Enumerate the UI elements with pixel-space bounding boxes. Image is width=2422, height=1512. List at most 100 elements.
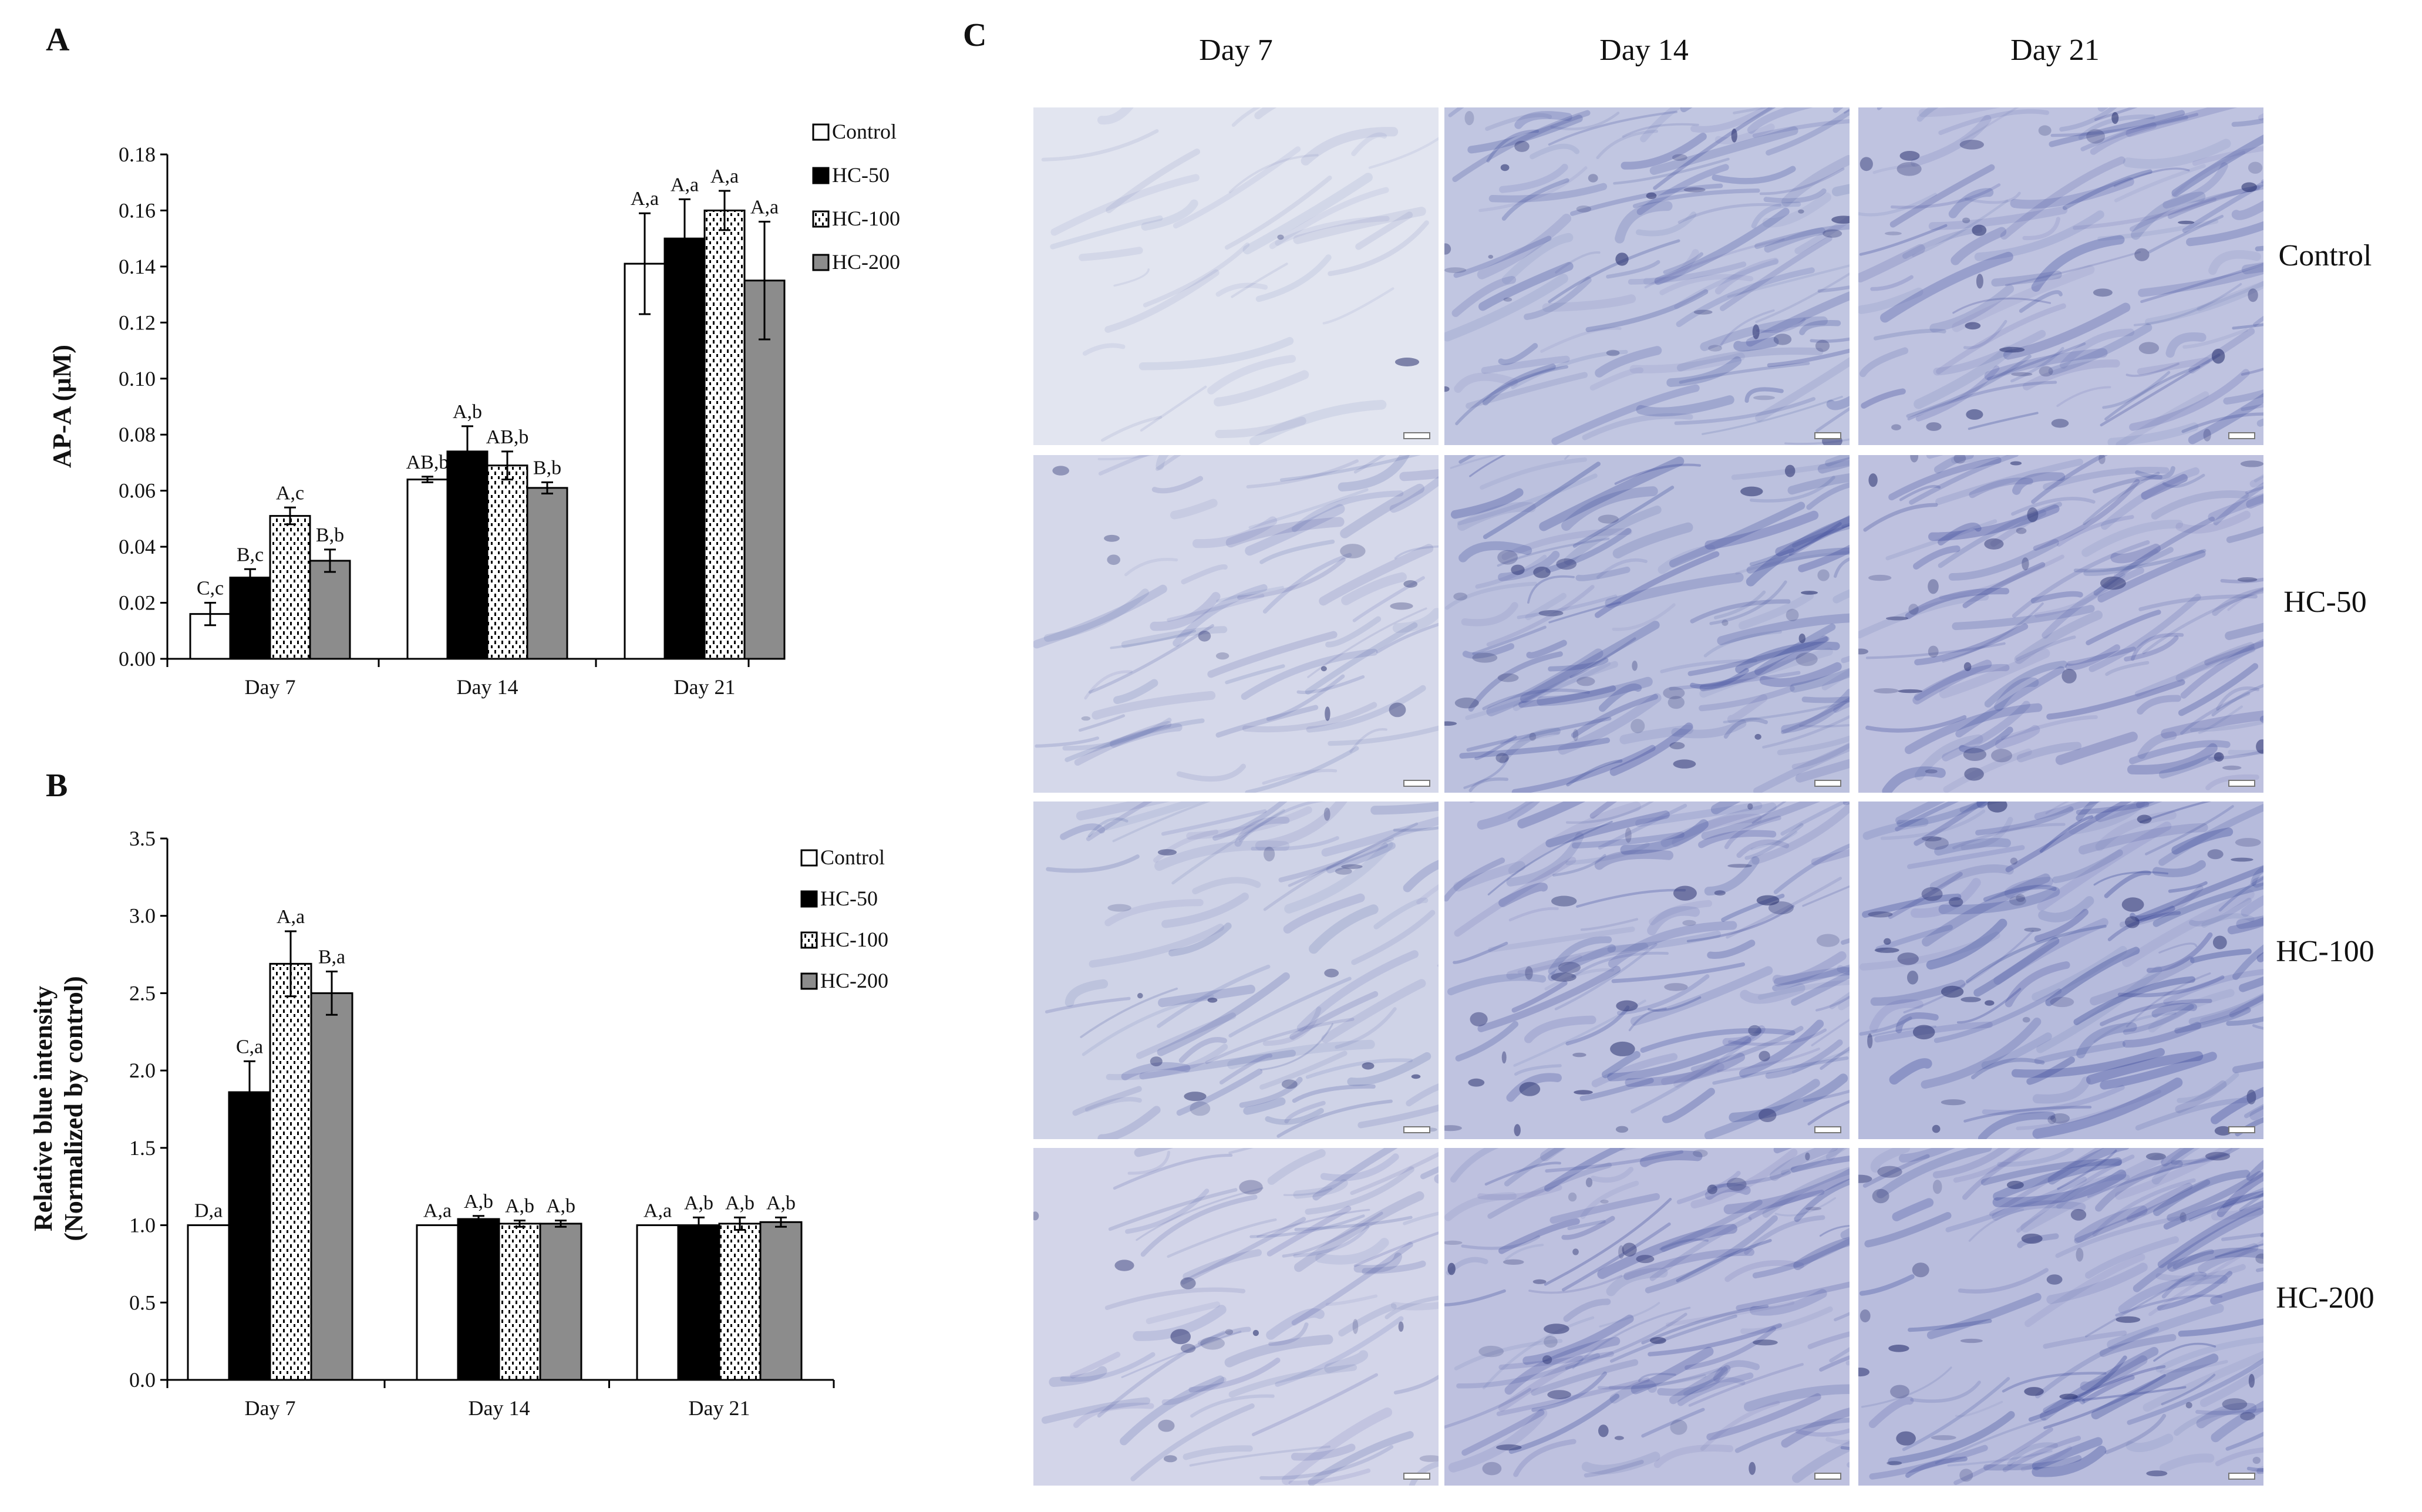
significance-label: AB,b [406, 452, 449, 473]
micrograph-tile [1858, 455, 2263, 793]
significance-label: A,a [750, 197, 779, 218]
micro-row-hc100: HC-100 [2276, 935, 2374, 968]
bar [718, 1223, 762, 1381]
micro-row-hc50: HC-50 [2283, 585, 2367, 619]
legend-label: HC-100 [832, 207, 900, 230]
scale-bar [1814, 1126, 1841, 1133]
bar [269, 962, 312, 1381]
x-tick-label: Day 21 [689, 1396, 750, 1420]
scale-bar [1403, 1126, 1430, 1133]
y-tick-label: 1.5 [129, 1136, 156, 1160]
y-axis-title-line2: (Normalized by control) [59, 976, 88, 1241]
micro-row-hc200: HC-200 [2276, 1281, 2374, 1315]
bar [228, 1091, 271, 1381]
bar [406, 479, 449, 660]
legend-swatch [800, 890, 818, 908]
y-tick-label: 1.0 [129, 1214, 156, 1237]
micrograph-texture [1444, 455, 1850, 793]
legend-label: HC-200 [832, 250, 900, 274]
x-tick-label: Day 14 [457, 675, 518, 699]
legend-swatch [812, 254, 830, 271]
micrograph-tile [1444, 107, 1850, 445]
legend-label: HC-200 [820, 969, 888, 992]
micrograph-texture [1444, 1148, 1850, 1486]
micro-col-day21: Day 21 [2010, 33, 2100, 67]
x-tick-label: Day 21 [674, 675, 736, 699]
micrograph-tile [1033, 1148, 1439, 1486]
significance-label: A,a [671, 174, 699, 196]
micrograph-texture [1858, 107, 2263, 445]
legend-swatch [800, 849, 818, 867]
micrograph-tile [1033, 802, 1439, 1139]
y-tick-label: 0.06 [119, 479, 156, 503]
bar [269, 515, 311, 660]
significance-label: B,b [316, 524, 344, 546]
scale-bar [2228, 432, 2255, 439]
significance-label: A,c [276, 482, 304, 504]
bar [526, 487, 568, 660]
y-tick-label: 3.0 [129, 904, 156, 928]
y-tick-label: 0.10 [119, 367, 156, 390]
significance-label: A,a [423, 1200, 452, 1222]
micro-col-day14: Day 14 [1599, 33, 1689, 67]
significance-label: A,a [644, 1200, 672, 1222]
chart-b: 0.0 0.5 1.0 1.5 2.0 2.5 3.0 3.5 Day 7 Day 14 Day 2… [29, 827, 888, 1420]
y-tick-label: 0.16 [119, 198, 156, 222]
micrograph-tile [1858, 107, 2263, 445]
scale-bar [1814, 780, 1841, 787]
x-tick-label: Day 7 [245, 675, 296, 699]
significance-label: A,b [505, 1196, 534, 1217]
significance-label: A,a [631, 188, 659, 210]
bar [539, 1223, 582, 1381]
legend-label: HC-100 [820, 928, 888, 951]
scale-bar [1403, 780, 1430, 787]
micrograph-texture [1033, 455, 1439, 793]
panel-a-letter: A [46, 22, 70, 58]
significance-label: A,a [710, 166, 739, 187]
micrograph-texture [1033, 802, 1439, 1139]
y-tick-label: 0.14 [119, 255, 156, 278]
significance-label: C,a [236, 1036, 263, 1058]
y-axis-title-line1: Relative blue intensity [29, 986, 58, 1231]
legend-swatch [812, 167, 830, 184]
micrograph-tile [1858, 802, 2263, 1139]
legend-swatch [800, 972, 818, 990]
significance-label: C,c [197, 578, 224, 600]
y-tick-label: 0.0 [129, 1368, 156, 1392]
bar [416, 1224, 459, 1381]
significance-label: A,b [464, 1191, 493, 1213]
y-tick-label: 0.08 [119, 423, 156, 446]
micrograph-texture [1858, 802, 2263, 1139]
bar [446, 450, 489, 660]
micrograph-tile [1444, 802, 1850, 1139]
bar [457, 1218, 500, 1381]
panel-c-letter: C [963, 17, 987, 53]
micrograph-texture [1858, 455, 2263, 793]
bar [498, 1223, 541, 1381]
legend-swatch [800, 931, 818, 949]
micro-row-control: Control [2278, 239, 2372, 272]
significance-label: A,b [546, 1196, 575, 1217]
micrograph-texture [1033, 1148, 1439, 1486]
bar [759, 1221, 803, 1381]
significance-label: B,c [237, 544, 264, 565]
bar [624, 262, 666, 660]
bar [636, 1224, 679, 1381]
x-tick-label: Day 14 [469, 1396, 530, 1420]
micrograph-texture [1444, 802, 1850, 1139]
bar [703, 209, 746, 660]
significance-label: A,b [453, 401, 482, 423]
significance-label: D,a [194, 1200, 223, 1222]
bar [309, 560, 351, 660]
scale-bar [1403, 432, 1430, 439]
significance-label: A,b [684, 1192, 713, 1214]
bar [677, 1224, 720, 1381]
bar [229, 577, 271, 660]
legend-swatch [812, 123, 830, 141]
y-tick-label: 0.12 [119, 311, 156, 334]
significance-label: AB,b [486, 426, 529, 448]
y-tick-label: 2.5 [129, 981, 156, 1005]
y-axis-title: AP-A (µM) [48, 345, 76, 468]
significance-label: B,b [533, 457, 561, 479]
